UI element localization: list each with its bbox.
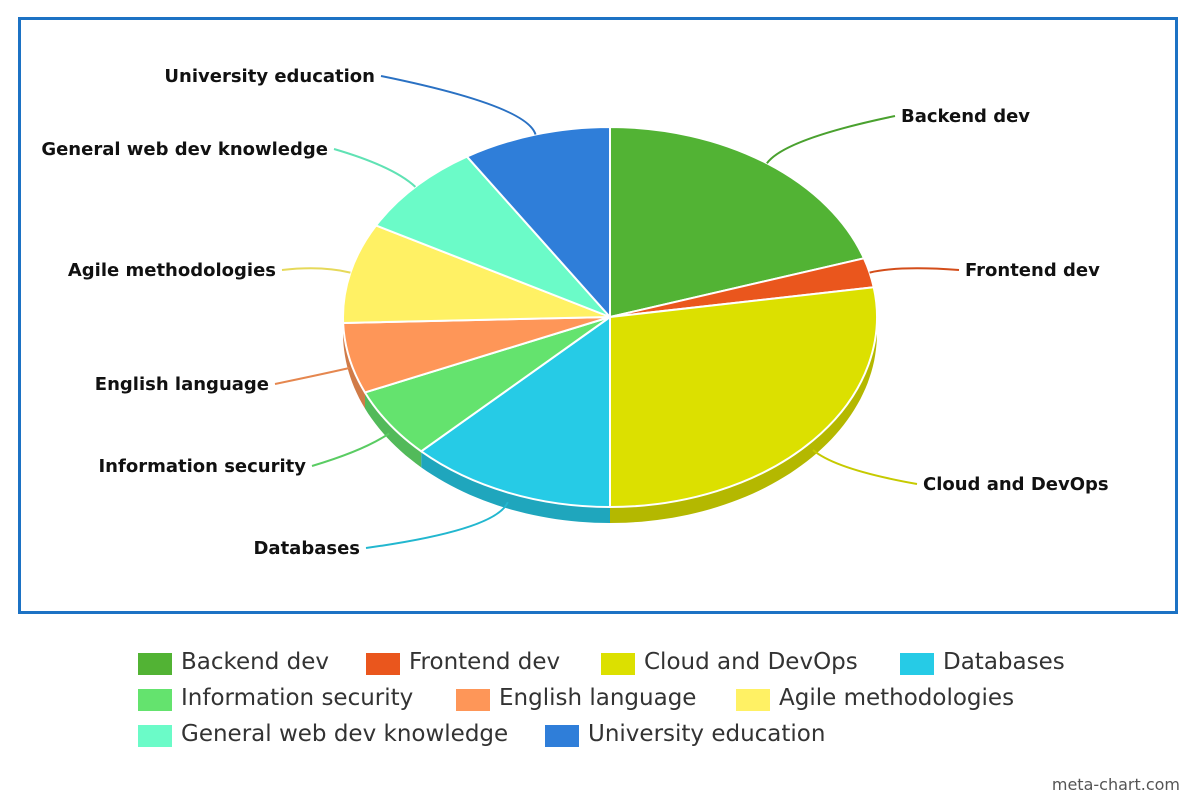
slice-labels: Backend dev Frontend dev Cloud and DevOps D…	[41, 66, 1108, 559]
leader-line-backend-dev	[766, 115, 896, 164]
leader-line-english-language	[274, 367, 350, 385]
slice-backend-dev[interactable]	[609, 126, 865, 318]
legend-swatch	[736, 689, 770, 711]
legend-label: Backend dev	[181, 649, 330, 675]
legend-label: Agile methodologies	[779, 685, 1015, 711]
legend-swatch	[900, 653, 934, 675]
legend-swatch	[545, 725, 579, 747]
leader-line-cloud-and-devops	[812, 449, 918, 485]
leader-line-agile-methodologies	[281, 267, 351, 274]
slice-label-cloud-and-devops: Cloud and DevOps	[923, 474, 1109, 495]
legend-swatch	[366, 653, 400, 675]
pie-chart: Backend dev Frontend dev Cloud and DevOps D…	[41, 66, 1108, 559]
legend-swatch	[138, 725, 172, 747]
legend-swatch	[138, 653, 172, 675]
leader-line-university-education	[380, 75, 537, 135]
slice-label-information-security: Information security	[98, 456, 306, 477]
pie-slices	[342, 126, 878, 508]
slice-label-general-web-dev-knowledge: General web dev knowledge	[41, 139, 328, 160]
slice-label-frontend-dev: Frontend dev	[965, 260, 1100, 281]
legend-label: English language	[499, 685, 697, 711]
legend-swatch	[138, 689, 172, 711]
slice-agile-methodologies[interactable]	[342, 224, 611, 324]
legend-swatch	[456, 689, 490, 711]
slice-label-databases: Databases	[253, 538, 360, 559]
slice-label-backend-dev: Backend dev	[901, 106, 1030, 127]
slice-side-english-language	[343, 323, 365, 409]
slice-university-education[interactable]	[465, 126, 611, 318]
slice-label-english-language: English language	[95, 374, 269, 395]
slice-label-university-education: University education	[164, 66, 375, 87]
leader-line-general-web-dev-knowledge	[333, 148, 417, 188]
slice-general-web-dev-knowledge[interactable]	[375, 155, 611, 318]
legend-label: Frontend dev	[409, 649, 561, 675]
legend-label: Cloud and DevOps	[644, 649, 858, 675]
leader-line-databases	[365, 501, 509, 549]
legend-label: University education	[588, 721, 826, 747]
slice-leader-lines	[274, 75, 960, 549]
leader-line-information-security	[311, 432, 390, 467]
legend-label: Databases	[943, 649, 1065, 675]
watermark: meta-chart.com	[1051, 775, 1180, 794]
slice-label-agile-methodologies: Agile methodologies	[68, 260, 276, 281]
legend-label: General web dev knowledge	[181, 721, 509, 747]
slice-side-databases	[421, 451, 610, 523]
legend-label: Information security	[181, 685, 414, 711]
chart-frame: Backend dev Frontend dev Cloud and DevOps D…	[18, 17, 1178, 614]
legend-swatch	[601, 653, 635, 675]
slice-side-information-security	[365, 392, 422, 468]
slice-databases[interactable]	[420, 316, 611, 508]
leader-line-frontend-dev	[869, 267, 960, 274]
slice-cloud-and-devops[interactable]	[609, 286, 878, 508]
